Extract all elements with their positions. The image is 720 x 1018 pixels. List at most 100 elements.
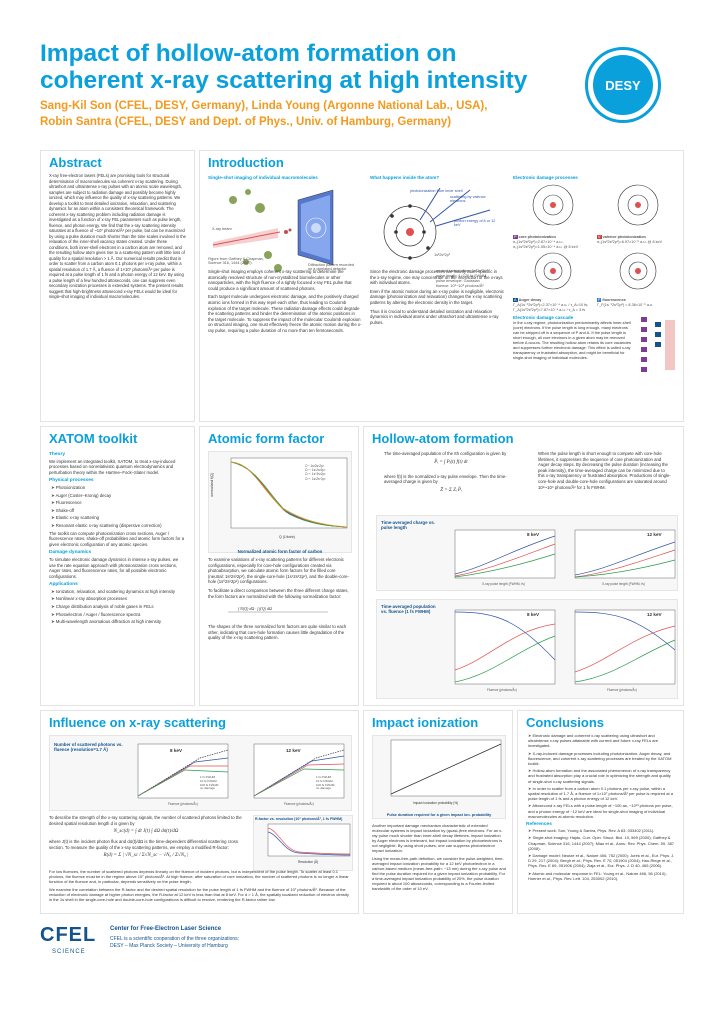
impact-curve (390, 743, 502, 795)
aff-para-3: The shapes of the three normalized form … (208, 624, 347, 641)
footer-line-2: CFEL is a scientific cooperation of the … (110, 936, 240, 942)
damage-lines-v: σ₀(1s²2s²2p²)=6.97×10⁻⁵ a.u. @ 8 keV (597, 240, 663, 244)
legend-10fs: 10 fs FWHM (200, 778, 217, 783)
cascade-text-block: Electronic damage cascade In the x-ray r… (513, 315, 633, 385)
influence-eq-2: R(d) = Σ | √N_sc / Σ√N_sc − √N₀ / Σ√N₀ | (103, 853, 189, 859)
phys-item: Elastic x-ray scattering (51, 515, 186, 521)
conclusions-content: Electronic damage and coherent x-ray sca… (518, 733, 683, 881)
poster-title: Impact of hollow-atom formation on coher… (40, 40, 640, 94)
aff-legend-c0: C⁰: 1s²2s²2p² (305, 464, 324, 468)
impact-xlabel: Impact ionization probability (%) (413, 801, 458, 805)
svg-text:∫ N(Q) dΩ · ∫ f(Q) dΩ: ∫ N(Q) dΩ · ∫ f(Q) dΩ (237, 606, 272, 611)
authors-line-1: Sang-Kil Son (CFEL, DESY, Germany), Lind… (40, 100, 488, 112)
badge-a: A (513, 298, 518, 302)
badge-p: P (513, 235, 518, 239)
damage-label-p: core photoionization (518, 235, 556, 239)
rfactor-chart: Resolution (Å) (267, 823, 351, 864)
desy-logo-ring (585, 47, 661, 123)
conclusion-item: Hollow-atom formation and the associated… (528, 768, 675, 784)
cascade-diagram (641, 317, 675, 372)
phys-title: Physical processes (49, 478, 94, 484)
param-envelope: pulse envelope: Gaussian (436, 279, 480, 283)
aff-caption: Normalized atomic form factor of carbon (237, 549, 323, 554)
apps-item: Multi-wavelength anomalous diffraction a… (51, 619, 186, 625)
intro-para-4: Even if the atomic motion during an x-ra… (370, 288, 504, 305)
damage-item-p: P core photoionization σ₀(1s²2s²2p²)=2.8… (513, 235, 593, 249)
apps-title: Applications (49, 582, 78, 588)
hollow-population-chart (454, 609, 676, 685)
influence-xlabel: Fluence (photons/Å²) (168, 802, 198, 806)
influence-chart (137, 743, 345, 799)
footer-line-3: DESY – Max Planck Society – University o… (110, 942, 228, 949)
hollow-fig2-caption: Time-averaged population vs. fluence (1 … (381, 604, 436, 614)
phys-item: Resonant elastic x-ray scattering (dispe… (51, 523, 186, 529)
aff-legend-c2: C²⁺: 1s⁰2s²2p² (305, 472, 326, 477)
abstract-text: X-ray free-electron lasers (FELs) are pr… (49, 173, 186, 299)
cfel-logo-sub: SCIENCE (52, 949, 86, 955)
cascade-block: Electronic damage cascade In the x-ray r… (513, 315, 679, 385)
legend-100fs: 100 fs FWHM (200, 782, 219, 787)
influence-figure: Number of scattered photons vs. fluence … (49, 735, 352, 811)
rfactor-xlabel: Resolution (Å) (298, 859, 318, 864)
conclusion-item: Attosecond x-ray FELs with a pulse lengt… (528, 803, 675, 819)
hollow-panel: Hollow-atom formation The time-averaged … (363, 426, 684, 706)
param-atom: neutral carbon atom: 1s²2s²2p² (436, 269, 488, 273)
refs-title: References (526, 822, 552, 828)
authors: Sang-Kil Son (CFEL, DESY, Germany), Lind… (40, 98, 600, 130)
phys-list: Photoionization Auger (Coster–Kronig) dec… (49, 485, 186, 529)
intro-para-1: Single-shot imaging employs coherent x-r… (208, 269, 352, 291)
damage-atoms-top (532, 184, 659, 226)
theory-text: We implement an integrated toolkit, XATO… (49, 458, 176, 475)
impact-figure: Impact ionization probability (%) Pulse … (372, 735, 506, 819)
introduction-panel: Introduction Single-shot imaging of indi… (199, 150, 684, 422)
badge-v: V (597, 235, 602, 239)
influence-legend-12: 1 fs FWHM 10 fs FWHM 100 fs FWHM no dama… (316, 775, 334, 791)
aff-equation-graphic: ∫ N(Q) dΩ · ∫ f(Q) dΩ (228, 606, 328, 613)
photon-energy-label: photon energy of 8 or 12 keV (454, 219, 496, 227)
fig1-title: Single-shot imaging of individual macrom… (208, 175, 318, 180)
aff-legend-c2b: C²⁺: 1s²2s⁰2p² (305, 476, 326, 481)
title-line-2: coherent x-ray scattering at high intens… (40, 67, 528, 94)
carbon-atom-diagram (383, 187, 491, 260)
impact-para-1: Another important damage mechanism chara… (372, 823, 503, 853)
damage-label-f: fluorescence (602, 298, 626, 302)
param-pulse-length: pulse length: 1~120 fs FWHM (436, 274, 487, 278)
aff-para-1: To examine variations of x-ray scatterin… (208, 557, 349, 585)
apps-item: Ionization, relaxation, and scattering d… (51, 589, 186, 595)
single-shot-figure: Single-shot imaging of individual macrom… (208, 175, 358, 280)
footer-line-1: Center for Free-Electron Laser Science (110, 926, 222, 932)
impact-para-2: Using the mean-free-path definition, we … (372, 856, 506, 891)
apps-item: Nonlinear x-ray absorption processes (51, 596, 186, 602)
conclusions-heading: Conclusions (526, 715, 605, 730)
aff-chart: normalized f(Q) Q (1/bohr) (210, 457, 348, 539)
damage-items-top: P core photoionization σ₀(1s²2s²2p²)=2.8… (513, 235, 679, 249)
influence-text-bottom: For low fluences, the number of scattere… (41, 869, 358, 905)
hollow-heading: Hollow-atom formation (372, 431, 514, 446)
influence-para-1: To describe the strength of the x-ray sc… (49, 815, 242, 826)
legend-nodamage: no damage (200, 786, 216, 791)
legend-1fs: 1 fs FWHM (200, 775, 215, 779)
aff-text: To examine variations of x-ray scatterin… (200, 557, 358, 644)
hollow-text-right: When the pulse length is short enough to… (530, 451, 680, 493)
hollow-population-figure: Time-averaged population vs. fluence (1 … (376, 599, 678, 699)
intro-para-5: Thus it is crucial to understand detaile… (370, 308, 499, 325)
fig3-title: Electronic damage processes (513, 175, 578, 180)
aff-panel: Atomic form factor normalized f(Q) Q (1/… (199, 426, 359, 706)
atom-params: neutral carbon atom: 1s²2s²2p² pulse len… (436, 269, 502, 289)
damage-label-v: valence photoionization (602, 235, 646, 239)
introduction-heading: Introduction (208, 155, 284, 170)
hollow-charge-chart (454, 529, 676, 579)
damage-lines-f: Γ_F(1s⁻¹2s²2p²) = 8.36×10⁻⁵ a.u. (597, 303, 654, 307)
footer-lines: CFEL is a scientific cooperation of the … (110, 936, 370, 949)
hollow-12kev: 12 keV (647, 532, 662, 537)
influence-12kev: 12 keV (286, 748, 301, 753)
scattering-label: scattering by valence electrons (450, 195, 486, 203)
impact-caption: Pulse duration required for a given impa… (386, 813, 492, 817)
fig1-credit: Figure from Gaffney & Chapman, Science 3… (208, 257, 264, 265)
legend-nodamage-b: no damage (316, 786, 332, 791)
influence-panel: Influence on x-ray scattering Number of … (40, 710, 359, 914)
hollow-para-3: When the pulse length is short enough to… (538, 451, 671, 490)
aff-legend-c1: C¹⁺: 1s¹2s²2p² (305, 468, 326, 473)
conclusion-item: In order to scatter from a carbon atom 0… (528, 786, 675, 802)
detector-label: Diffraction pattern recorded on a pixela… (308, 263, 354, 271)
